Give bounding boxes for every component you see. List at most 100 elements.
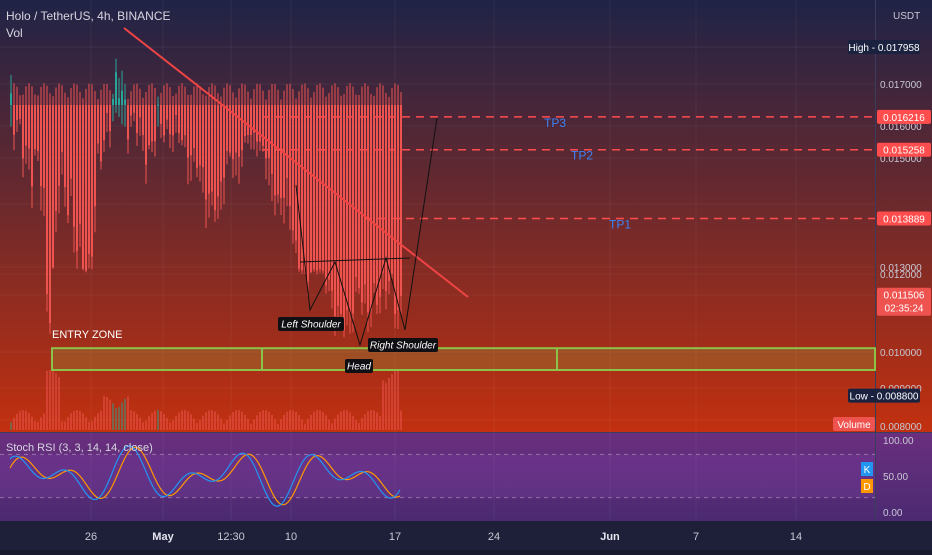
volume-bar (217, 414, 219, 430)
candle-body (211, 105, 213, 192)
price-tick: 0.015000 (880, 154, 922, 165)
volume-bar (28, 412, 30, 430)
candle-body (394, 105, 396, 315)
entry-zone-label: ENTRY ZONE (52, 329, 123, 341)
candle-body (262, 105, 264, 147)
volume-bar (22, 410, 24, 430)
volume-bar (220, 418, 222, 430)
volume-bar (265, 410, 267, 430)
candle-body (346, 105, 348, 311)
candle-body (367, 105, 369, 313)
svg-text:Head: Head (347, 362, 371, 373)
volume-bar (58, 376, 60, 430)
volume-bar (82, 413, 84, 430)
candle-body (34, 105, 36, 150)
volume-bar (304, 423, 306, 430)
candle-body (400, 105, 402, 296)
candle-body (187, 105, 189, 158)
volume-bar (283, 414, 285, 430)
volume-bar (184, 410, 186, 430)
volume-bar (211, 410, 213, 430)
time-axis (0, 521, 932, 550)
candle-body (304, 105, 306, 271)
candle-body (256, 105, 258, 142)
volume-bar (109, 399, 111, 430)
volume-bar (259, 411, 261, 430)
candle-body (31, 105, 33, 187)
vol-label[interactable]: Vol (6, 26, 23, 40)
volume-bar (97, 413, 99, 430)
candle-body (376, 105, 378, 305)
volume-bar (298, 415, 300, 430)
volume-bar (61, 421, 63, 430)
candle-body (355, 105, 357, 277)
volume-bar (349, 412, 351, 430)
candle-body (259, 105, 261, 142)
candle-body (145, 105, 147, 165)
candle-body (199, 105, 201, 166)
price-axis[interactable]: USDT0.0170000.0160000.0150000.0130000.01… (833, 11, 931, 519)
volume-bar (289, 410, 291, 430)
candle-body (238, 105, 240, 157)
candle-body (205, 105, 207, 200)
volume-bar (199, 420, 201, 430)
time-tick: 17 (389, 531, 401, 543)
candle-body (19, 105, 21, 119)
volume-bar (136, 413, 138, 430)
candle-body (76, 105, 78, 252)
volume-bar (280, 419, 282, 430)
symbol-title[interactable]: Holo / TetherUS, 4h, BINANCE (6, 9, 171, 23)
volume-bar (142, 422, 144, 430)
volume-bar (193, 418, 195, 430)
volume-bar (196, 423, 198, 430)
time-axis-labels: 26 May 12:30 10 17 24 Jun 7 14 (85, 531, 802, 543)
candle-body (370, 105, 372, 312)
left-shoulder-label: Left Shoulder (278, 317, 344, 331)
volume-bar (382, 380, 384, 430)
time-tick: Jun (600, 531, 620, 543)
volume-bar (238, 410, 240, 430)
candle-body (313, 105, 315, 270)
price-tick: 0.013000 (880, 263, 922, 274)
candle-body (382, 105, 384, 273)
candle-body (268, 105, 270, 158)
candle-body (16, 105, 18, 120)
entry-zone-box (51, 347, 876, 372)
candle-body (274, 105, 276, 196)
volume-bar (145, 420, 147, 430)
candle-body (22, 105, 24, 159)
price-tick: 0.016000 (880, 122, 922, 133)
candle-body (235, 105, 237, 153)
price-tick: 0.008000 (880, 422, 922, 433)
volume-bar (364, 414, 366, 430)
volume-bar (250, 423, 252, 430)
candle-body (142, 105, 144, 136)
candle-body (220, 105, 222, 182)
candle-body (328, 105, 330, 280)
candle-body (115, 72, 117, 105)
volume-bar (358, 423, 360, 430)
candle-body (163, 105, 165, 136)
k-badge: K (861, 462, 873, 476)
volume-bar (202, 415, 204, 430)
drawings[interactable]: TP3 TP2 TP1 Left Shoulder Head Right Shoulder (123, 27, 875, 373)
volume-bar (121, 402, 123, 430)
entry-zone[interactable]: ENTRY ZONE (51, 329, 876, 372)
volume-bar (394, 371, 396, 430)
volume-bar (208, 410, 210, 430)
volume-bar (253, 419, 255, 430)
volume-bar (103, 396, 105, 430)
volume-bar (139, 417, 141, 430)
candle-body (337, 105, 339, 306)
volume-bar (334, 418, 336, 430)
volume-bar (181, 410, 183, 430)
candle-body (184, 105, 186, 136)
volume-bar (100, 410, 102, 430)
svg-text:Right Shoulder: Right Shoulder (370, 341, 437, 352)
candles (10, 58, 402, 338)
svg-text:0.011506: 0.011506 (884, 291, 925, 302)
candle-body (289, 105, 291, 207)
candle-body (130, 105, 132, 116)
